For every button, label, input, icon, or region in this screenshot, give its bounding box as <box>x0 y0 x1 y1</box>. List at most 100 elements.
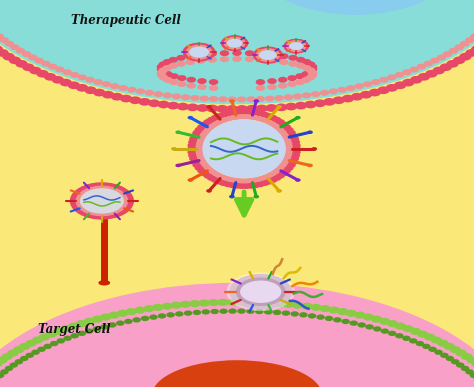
Circle shape <box>72 193 79 197</box>
Circle shape <box>180 301 191 308</box>
Circle shape <box>456 362 465 368</box>
Circle shape <box>0 369 9 375</box>
Circle shape <box>111 188 118 192</box>
Circle shape <box>237 96 246 103</box>
Circle shape <box>204 165 212 170</box>
Circle shape <box>279 53 289 59</box>
Circle shape <box>254 50 260 55</box>
Circle shape <box>127 87 137 93</box>
Circle shape <box>184 310 192 316</box>
Circle shape <box>188 178 193 182</box>
Circle shape <box>198 45 203 48</box>
Circle shape <box>231 37 237 40</box>
Circle shape <box>278 83 287 89</box>
Circle shape <box>285 41 292 45</box>
Circle shape <box>100 324 109 330</box>
Circle shape <box>224 41 229 44</box>
Circle shape <box>240 277 247 282</box>
Circle shape <box>167 102 179 110</box>
Circle shape <box>291 139 300 145</box>
Circle shape <box>270 300 276 304</box>
Circle shape <box>234 115 242 120</box>
Circle shape <box>267 279 273 283</box>
Circle shape <box>259 47 265 51</box>
Circle shape <box>109 187 115 191</box>
Circle shape <box>276 283 283 287</box>
Circle shape <box>256 53 261 57</box>
Circle shape <box>387 74 396 80</box>
Circle shape <box>242 109 251 115</box>
Circle shape <box>234 178 242 183</box>
Circle shape <box>355 83 364 89</box>
Circle shape <box>208 51 217 57</box>
Circle shape <box>271 47 277 51</box>
Circle shape <box>296 49 302 53</box>
Circle shape <box>207 46 213 50</box>
Circle shape <box>75 208 82 213</box>
Circle shape <box>92 315 103 323</box>
Circle shape <box>76 84 88 92</box>
Circle shape <box>77 187 85 192</box>
Circle shape <box>275 103 288 111</box>
Circle shape <box>114 188 120 192</box>
Circle shape <box>261 47 267 51</box>
Circle shape <box>278 279 285 284</box>
Circle shape <box>301 45 306 49</box>
Circle shape <box>290 39 297 43</box>
Circle shape <box>280 281 288 286</box>
Circle shape <box>197 57 204 62</box>
Circle shape <box>71 195 78 199</box>
Circle shape <box>240 45 246 49</box>
Circle shape <box>402 325 414 332</box>
Circle shape <box>206 105 212 109</box>
Circle shape <box>224 43 229 46</box>
Circle shape <box>243 276 251 281</box>
Circle shape <box>111 93 123 101</box>
Circle shape <box>89 214 97 219</box>
Circle shape <box>116 190 122 194</box>
Circle shape <box>259 57 264 61</box>
Circle shape <box>325 316 333 321</box>
Circle shape <box>15 60 27 68</box>
Ellipse shape <box>289 42 303 50</box>
Circle shape <box>195 127 204 133</box>
Circle shape <box>240 301 247 307</box>
Circle shape <box>169 73 179 79</box>
Circle shape <box>280 290 286 294</box>
Circle shape <box>450 346 461 353</box>
Circle shape <box>271 123 279 128</box>
Circle shape <box>20 356 28 361</box>
Circle shape <box>333 96 345 104</box>
Circle shape <box>245 50 254 56</box>
Circle shape <box>110 184 118 188</box>
Circle shape <box>282 310 290 316</box>
Circle shape <box>241 39 247 43</box>
Circle shape <box>116 211 124 216</box>
Circle shape <box>0 45 3 53</box>
Circle shape <box>290 136 299 142</box>
Circle shape <box>231 284 238 289</box>
Circle shape <box>472 360 474 367</box>
Circle shape <box>188 139 198 145</box>
Circle shape <box>402 336 410 341</box>
Circle shape <box>225 39 230 42</box>
Circle shape <box>254 177 262 182</box>
Circle shape <box>32 336 43 344</box>
Circle shape <box>310 304 322 311</box>
Circle shape <box>0 33 4 39</box>
Circle shape <box>308 66 317 72</box>
Circle shape <box>272 175 282 181</box>
Circle shape <box>286 45 292 48</box>
Circle shape <box>266 48 272 51</box>
Circle shape <box>428 347 437 352</box>
Circle shape <box>202 45 207 49</box>
Circle shape <box>289 48 294 51</box>
Circle shape <box>207 55 213 58</box>
Circle shape <box>120 95 132 103</box>
Circle shape <box>235 47 241 51</box>
Circle shape <box>181 94 191 100</box>
Circle shape <box>254 305 262 310</box>
Circle shape <box>148 99 160 107</box>
Circle shape <box>89 183 97 188</box>
Circle shape <box>41 61 51 67</box>
